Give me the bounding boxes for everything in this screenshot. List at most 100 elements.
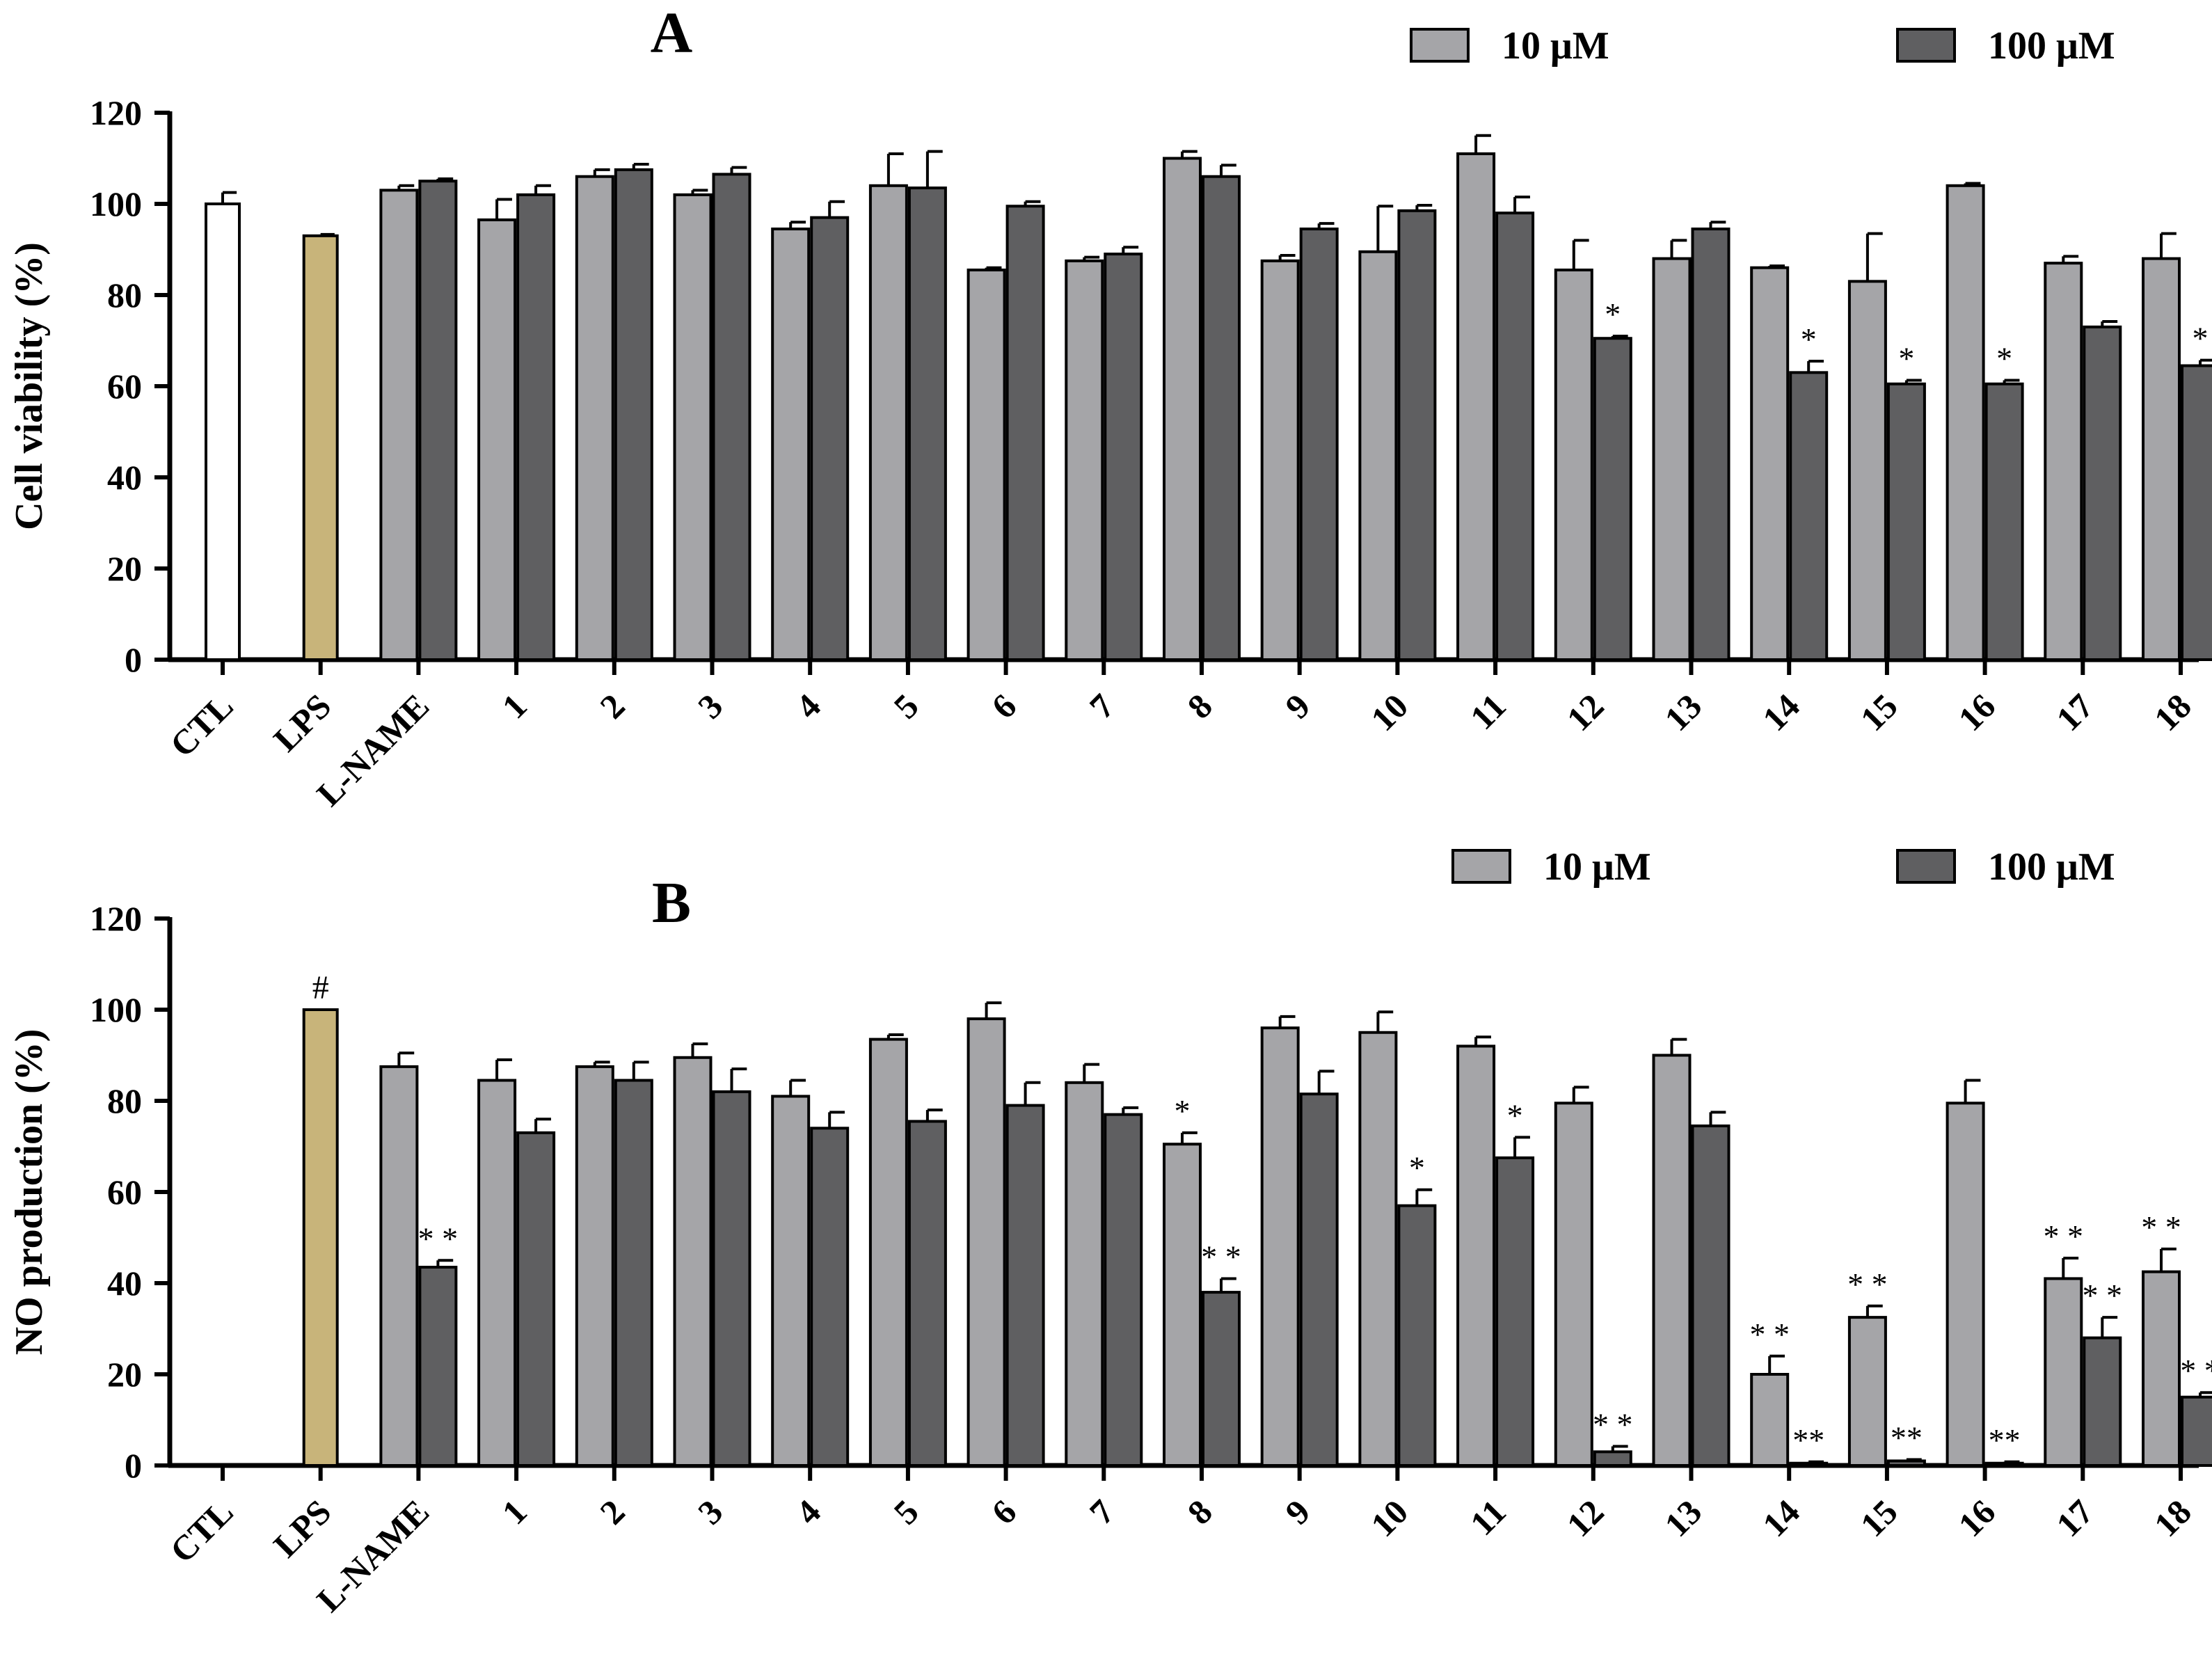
x-tick-label: 15 bbox=[1853, 686, 1905, 738]
bar-l-name-100uM-significance: * * bbox=[418, 1221, 459, 1256]
bar-l-name-10uM bbox=[379, 189, 419, 662]
x-tick-label: CTL bbox=[162, 686, 240, 764]
bar-7-100uM bbox=[1104, 1113, 1143, 1468]
bar-17-10uM-significance: * * bbox=[2044, 1218, 2084, 1254]
bar-14-10uM bbox=[1750, 1373, 1790, 1467]
bar-8-10uM bbox=[1163, 1143, 1202, 1467]
bar-14-10uM-significance: * * bbox=[1749, 1317, 1790, 1352]
bar-13-10uM bbox=[1652, 1054, 1692, 1467]
bar-1-10uM bbox=[477, 1079, 517, 1467]
bar-16-10uM bbox=[1946, 1102, 1985, 1467]
y-tick-label: 0 bbox=[125, 1446, 142, 1485]
legend-label-100uM: 100 μM bbox=[1988, 845, 2115, 889]
bar-6-100uM bbox=[1005, 1104, 1045, 1468]
y-tick-label: 120 bbox=[90, 93, 142, 132]
bar-l-name-100uM bbox=[418, 1266, 458, 1467]
bar-15-100uM bbox=[1886, 382, 1926, 661]
bar-8-100uM-significance: * * bbox=[1201, 1239, 1241, 1274]
y-tick-label: 40 bbox=[107, 1264, 142, 1303]
bar-2-100uM bbox=[614, 1079, 653, 1467]
y-tick-label: 80 bbox=[107, 1081, 142, 1120]
y-tick-label: 100 bbox=[90, 990, 142, 1029]
bar-10-10uM bbox=[1358, 1031, 1398, 1467]
x-tick-label: 10 bbox=[1363, 1492, 1415, 1544]
bar-15-10uM bbox=[1847, 280, 1887, 662]
y-tick-label: 40 bbox=[107, 458, 142, 497]
x-tick-label: 6 bbox=[984, 1492, 1024, 1532]
bar-8-10uM bbox=[1163, 157, 1202, 661]
y-tick-label: 120 bbox=[90, 899, 142, 938]
bar-15-10uM bbox=[1847, 1316, 1887, 1467]
x-tick-label: LPS bbox=[266, 1492, 338, 1564]
bar-11-100uM bbox=[1495, 1156, 1535, 1467]
bar-18-100uM bbox=[2181, 364, 2212, 662]
x-tick-label: 11 bbox=[1463, 1492, 1513, 1543]
legend-swatch-10uM bbox=[1410, 28, 1470, 63]
x-tick-label: CTL bbox=[162, 1492, 240, 1570]
y-tick-label: 60 bbox=[107, 1173, 142, 1211]
bar-5-10uM bbox=[868, 1038, 908, 1467]
bar-7-10uM bbox=[1065, 259, 1104, 661]
x-tick-label: 1 bbox=[495, 686, 534, 726]
bar-13-100uM bbox=[1691, 1124, 1730, 1468]
bar-14-100uM-significance: * bbox=[1801, 321, 1817, 357]
bar-16-100uM-significance: ** bbox=[1989, 1422, 2021, 1458]
bar-1-100uM bbox=[516, 193, 556, 661]
bar-l-name-100uM bbox=[418, 180, 458, 661]
bar-8-100uM bbox=[1202, 1291, 1241, 1467]
bar-11-10uM bbox=[1456, 1044, 1496, 1467]
bar-9-10uM bbox=[1260, 259, 1300, 661]
bar-4-100uM bbox=[810, 1127, 850, 1468]
bar-18-100uM bbox=[2181, 1395, 2212, 1467]
bar-4-10uM bbox=[771, 1095, 811, 1467]
bar-18-10uM bbox=[2142, 257, 2181, 662]
x-tick-label: 15 bbox=[1853, 1492, 1905, 1544]
x-tick-label: 14 bbox=[1755, 686, 1807, 738]
bar-18-100uM-significance: * bbox=[2193, 321, 2209, 356]
bar-16-100uM-significance: * bbox=[1996, 340, 2012, 376]
x-tick-label: 7 bbox=[1082, 1492, 1122, 1532]
x-tick-label: 18 bbox=[2147, 1492, 2199, 1544]
bar-12-100uM bbox=[1593, 1450, 1632, 1468]
bar-12-10uM bbox=[1554, 268, 1593, 662]
bar-1-10uM bbox=[477, 218, 517, 661]
x-tick-label: 3 bbox=[690, 686, 730, 726]
bar-10-10uM bbox=[1358, 250, 1398, 661]
bar-10-100uM bbox=[1397, 1204, 1437, 1468]
x-tick-label: 5 bbox=[886, 686, 925, 726]
x-tick-label: 11 bbox=[1463, 686, 1513, 737]
y-axis-label: NO production (%) bbox=[8, 1029, 51, 1356]
x-tick-label: 4 bbox=[788, 1492, 828, 1532]
bar-16-10uM bbox=[1946, 184, 1985, 661]
bar-3-10uM bbox=[673, 193, 713, 661]
y-tick-label: 0 bbox=[125, 640, 142, 679]
bar-11-10uM bbox=[1456, 152, 1496, 661]
bar-11-100uM-significance: * bbox=[1507, 1097, 1523, 1133]
x-tick-label: 17 bbox=[2048, 686, 2101, 738]
bar-15-100uM-significance: ** bbox=[1891, 1420, 1923, 1455]
bar-l-name-10uM bbox=[379, 1065, 419, 1467]
x-tick-label: 3 bbox=[690, 1492, 730, 1532]
legend-label-10uM: 10 μM bbox=[1543, 845, 1651, 889]
bar-12-100uM bbox=[1593, 337, 1632, 661]
bar-8-100uM bbox=[1202, 175, 1241, 661]
bar-15-100uM bbox=[1886, 1459, 1926, 1467]
bar-14-100uM-significance: ** bbox=[1792, 1422, 1824, 1458]
y-tick-label: 80 bbox=[107, 276, 142, 315]
bar-8-10uM-significance: * bbox=[1175, 1093, 1191, 1129]
panel-b: B 10 μM 100 μM 0 20 40 60 80 100 120 NO production… bbox=[8, 845, 2212, 1619]
x-tick-label: 4 bbox=[788, 686, 828, 726]
bar-15-10uM-significance: * * bbox=[1847, 1266, 1888, 1302]
bar-5-100uM bbox=[907, 1120, 947, 1467]
legend-label-10uM: 10 μM bbox=[1502, 24, 1609, 67]
bar-1-100uM bbox=[516, 1131, 556, 1467]
y-tick-label: 100 bbox=[90, 184, 142, 223]
x-tick-label: 12 bbox=[1559, 1492, 1612, 1544]
bar-15-100uM-significance: * bbox=[1898, 340, 1914, 376]
x-tick-label: 7 bbox=[1082, 686, 1122, 726]
bar-18-100uM-significance: * * bbox=[2180, 1353, 2212, 1388]
x-tick-label: 18 bbox=[2147, 686, 2199, 738]
x-tick-label: 2 bbox=[592, 1492, 632, 1532]
